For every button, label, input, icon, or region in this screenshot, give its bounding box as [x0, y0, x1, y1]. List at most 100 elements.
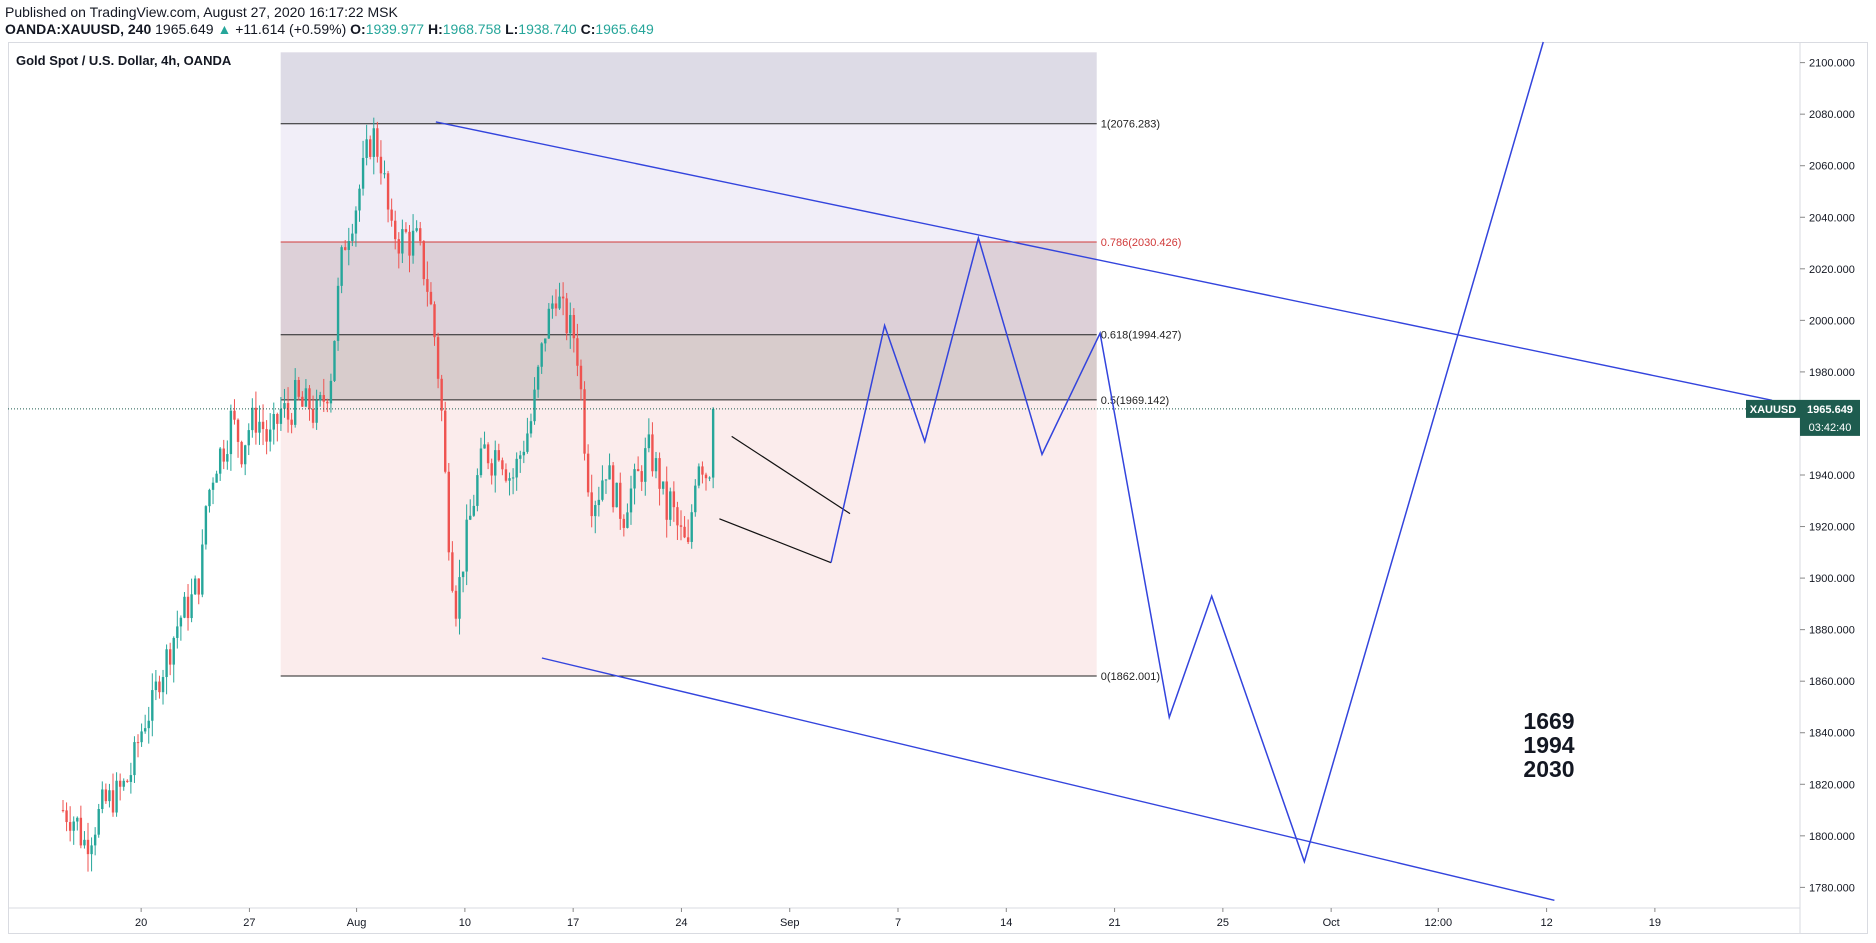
candle-body	[426, 279, 429, 292]
candle-body	[376, 128, 379, 157]
annotation-note[interactable]: 1669 1994 2030	[1494, 709, 1604, 781]
candle-body	[340, 247, 343, 286]
candle-body	[472, 505, 476, 516]
time-tick-label: 19	[1649, 917, 1661, 929]
candle-body	[483, 444, 486, 449]
candle-body	[301, 396, 304, 407]
candle-body	[533, 389, 536, 422]
candle-body	[569, 314, 572, 334]
candle-body	[68, 822, 72, 831]
price-tick-label: 2020.000	[1809, 264, 1855, 276]
candle-body	[686, 537, 690, 542]
candle-body	[165, 649, 168, 678]
price-tick-label: 1780.000	[1809, 882, 1855, 894]
candle-body	[540, 343, 543, 367]
projection-path	[830, 41, 1544, 865]
fib-band-0786-0618	[280, 241, 1097, 335]
price-tag-value: 1965.649	[1807, 404, 1853, 416]
fib-level-label: 0.786(2030.426)	[1101, 237, 1182, 249]
candle-body	[576, 338, 579, 366]
candle-body	[201, 544, 204, 595]
candle-body	[147, 720, 150, 729]
candle-body	[76, 817, 79, 822]
fib-band-top	[280, 52, 1097, 124]
candle-body	[597, 499, 601, 506]
candle-body	[83, 839, 86, 846]
candle-body	[476, 475, 479, 506]
candle-body	[361, 157, 365, 189]
candle-body	[447, 471, 451, 553]
candle-body	[701, 466, 704, 475]
candle-body	[222, 448, 225, 462]
trend-drawings[interactable]	[435, 41, 1773, 901]
candle-body	[640, 471, 643, 482]
candle-body	[151, 690, 154, 721]
price-tick-label: 2100.000	[1809, 58, 1855, 70]
candle-body	[293, 379, 297, 425]
candle-body	[494, 450, 497, 476]
candle-body	[326, 401, 329, 404]
candle-body	[319, 395, 322, 401]
candle-body	[429, 291, 433, 305]
candle-body	[369, 139, 372, 157]
candle-body	[583, 389, 586, 454]
candle-body	[536, 366, 540, 390]
note-line: 2030	[1523, 756, 1575, 782]
candle-body	[97, 809, 100, 835]
candle-body	[240, 441, 243, 465]
fib-level-label: 0(1862.001)	[1101, 671, 1160, 683]
candle-body	[401, 229, 404, 254]
candle-body	[444, 410, 447, 472]
candle-body	[572, 314, 576, 339]
candle-body	[611, 465, 615, 508]
low-value: 1938.740	[518, 21, 577, 37]
candle-body	[665, 481, 668, 520]
note-line: 1994	[1523, 732, 1575, 758]
candle-body	[415, 228, 418, 231]
candle-body	[636, 469, 640, 472]
candle-body	[554, 303, 558, 309]
candle-body	[669, 491, 672, 520]
candle-body	[561, 296, 565, 299]
candle-body	[276, 414, 279, 424]
candle-body	[283, 403, 286, 409]
candle-body	[115, 780, 118, 813]
candle-body	[526, 433, 529, 452]
candle-body	[469, 515, 472, 520]
channel-line	[435, 121, 1773, 401]
candle-body	[226, 454, 229, 462]
candle-body	[658, 458, 661, 489]
candle-body	[336, 285, 340, 341]
time-tick-label: 20	[135, 917, 147, 929]
candle-body	[626, 512, 629, 528]
candle-body	[708, 477, 711, 479]
fib-retracement-zone[interactable]	[280, 52, 1097, 677]
candle-body	[508, 478, 511, 481]
candle-body	[158, 681, 161, 693]
symbol-tag-bg	[1746, 399, 1800, 418]
candle-body	[404, 229, 408, 232]
symbol-tag-label: XAUUSD	[1750, 404, 1797, 416]
time-tick-label: Oct	[1323, 917, 1340, 929]
price-change: +11.614 (+0.59%)	[235, 21, 347, 37]
candle-body	[304, 388, 308, 407]
candle-body	[436, 337, 440, 379]
fib-level-label: 0.5(1969.142)	[1101, 395, 1170, 407]
candle-body	[286, 403, 290, 420]
candle-body	[86, 839, 90, 855]
candle-body	[604, 479, 608, 481]
candle-body	[497, 450, 501, 461]
price-axis[interactable]: 1780.000 1800.000 1820.000 1840.000 1860.000…	[1799, 42, 1855, 933]
candle-body	[711, 408, 715, 478]
candle-body	[697, 466, 701, 486]
candle-body	[204, 506, 208, 545]
time-axis[interactable]: 20 27 Aug 10 17 24 Sep 7 14 21 25 Oct 12:00 12 19	[8, 907, 1800, 929]
candle-body	[254, 407, 258, 433]
chart-frame[interactable]	[8, 42, 1868, 934]
candle-body	[544, 338, 547, 344]
time-tick-label: 24	[675, 917, 687, 929]
fib-level-label: 0.618(1994.427)	[1101, 330, 1182, 342]
ohlc-line: OANDA:XAUUSD, 240 1965.649 ▲ +11.614 (+0…	[5, 22, 654, 36]
candle-body	[351, 233, 354, 242]
